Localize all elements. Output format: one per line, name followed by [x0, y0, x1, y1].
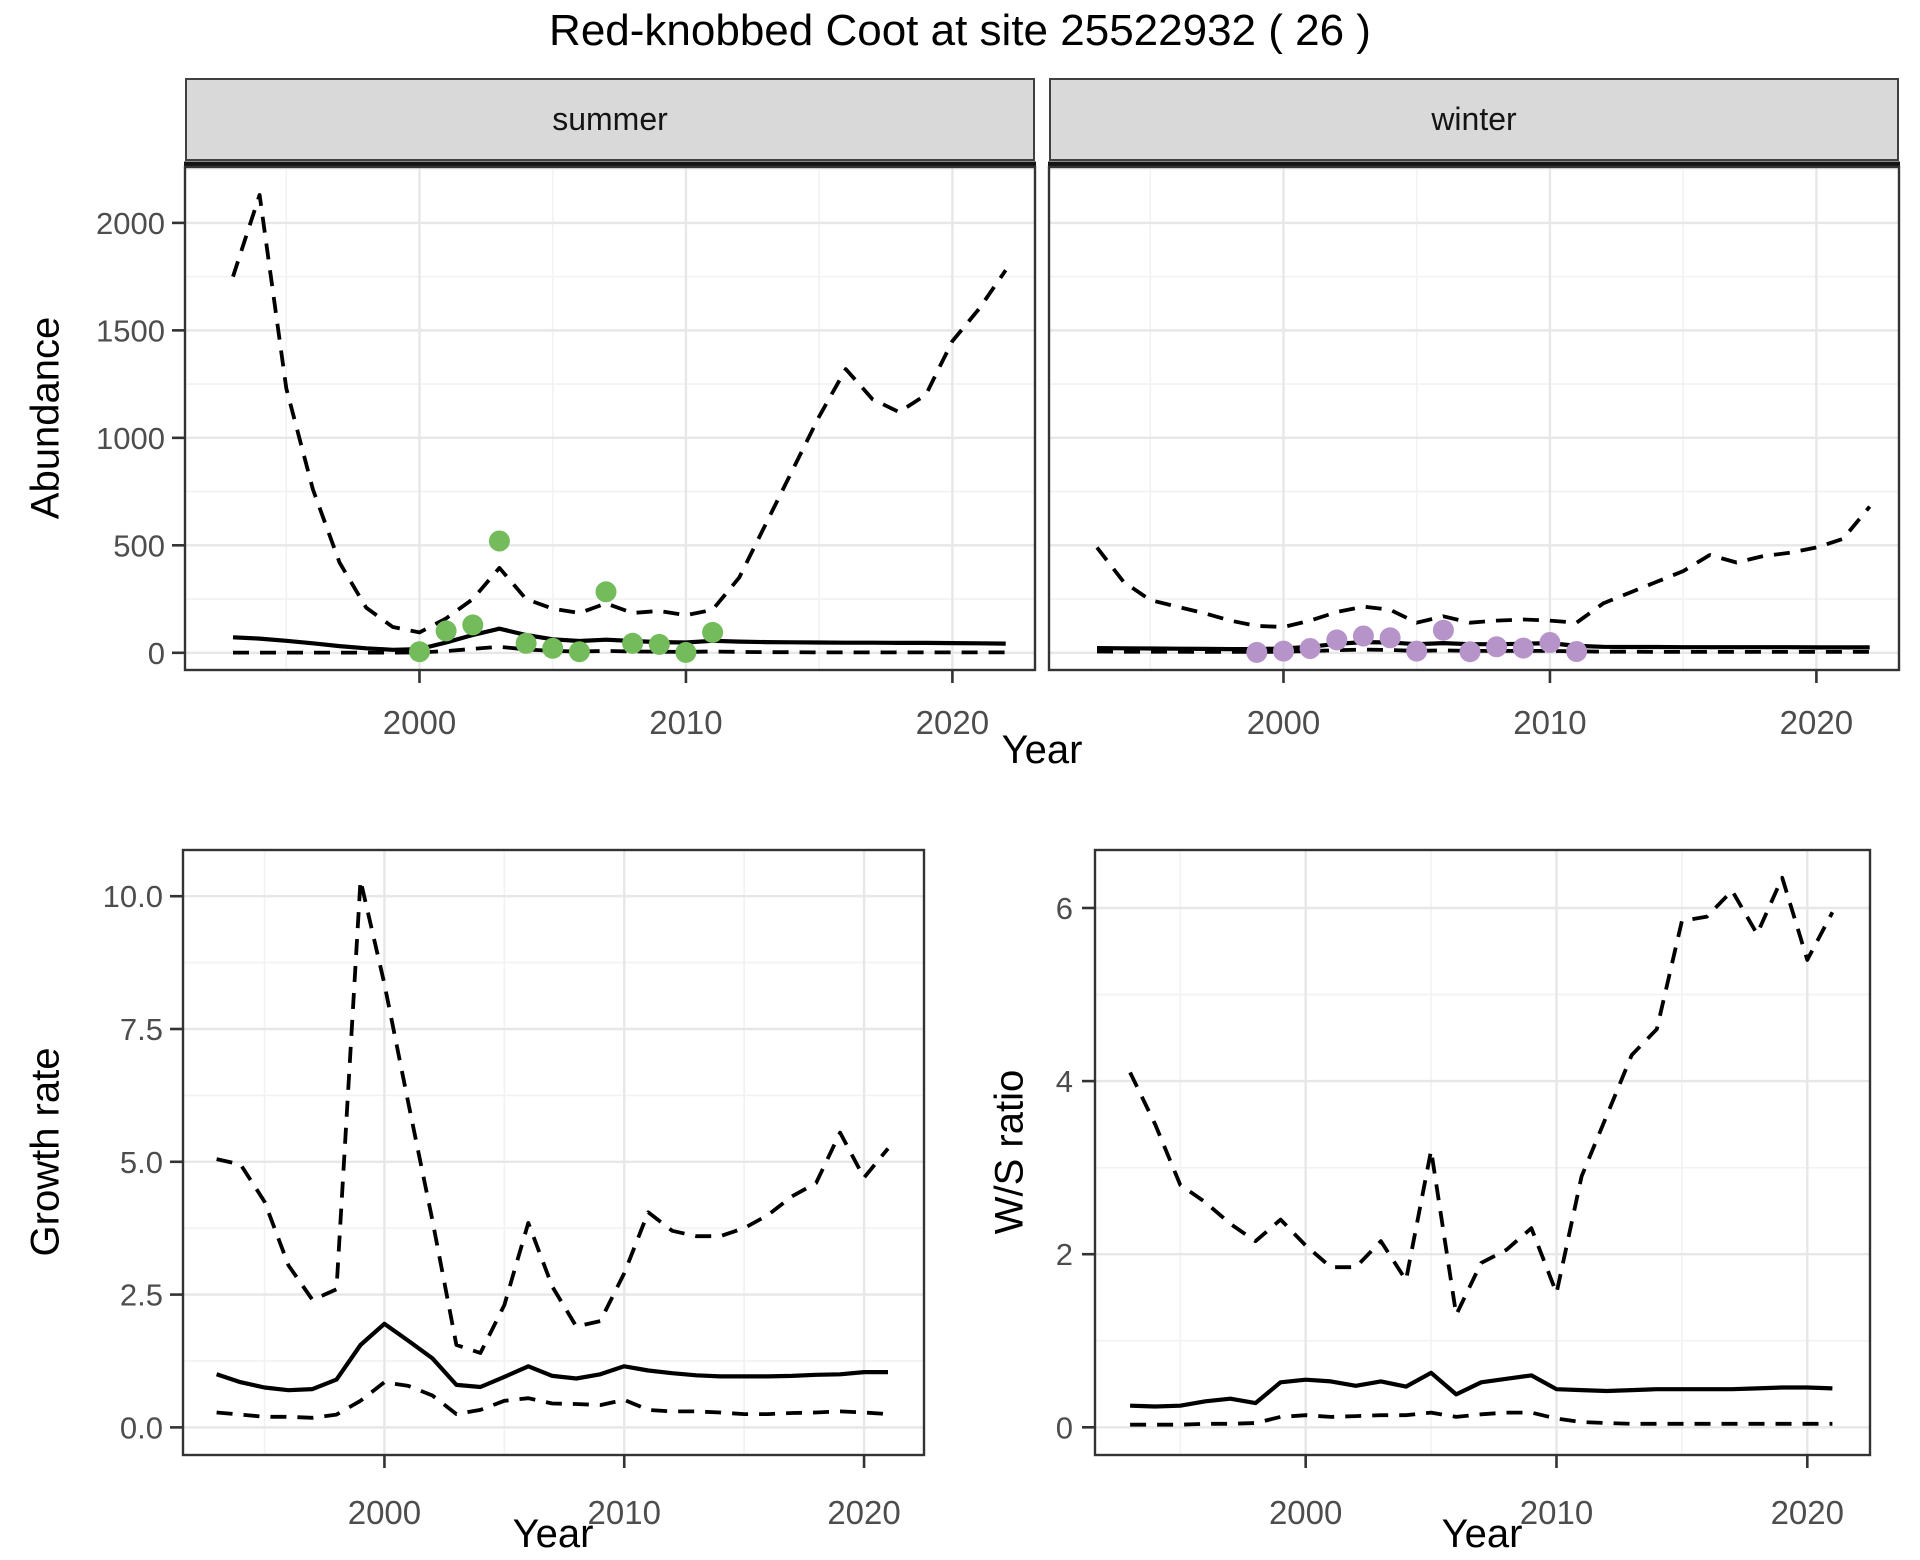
panel-abundance_summer: 2000 2010 2020 0 500 1000 1500 2000: [96, 161, 1037, 741]
x-tick-label: 2010: [1520, 1494, 1593, 1531]
y-tick-label: 2000: [96, 206, 165, 241]
observed-point: [702, 621, 724, 643]
panel-growth_rate: 2000 2010 2020 0.0 2.5 5.0 7.5 10.0: [103, 848, 926, 1531]
x-tick-label: 2000: [383, 704, 456, 741]
observed-point: [1246, 641, 1268, 663]
observed-point: [515, 632, 537, 654]
panel-background: [1049, 167, 1899, 670]
chart-title: Red-knobbed Coot at site 25522932 ( 26 ): [549, 6, 1371, 55]
mean-line: [1130, 1370, 1833, 1409]
y-tick-label: 500: [113, 528, 165, 563]
panel-background: [1095, 850, 1870, 1455]
observed-point: [648, 633, 670, 655]
panel-abundance_winter: 2000 2010 2020: [1047, 161, 1901, 741]
x-tick-label: 2020: [916, 704, 989, 741]
y-tick-label: 0: [148, 636, 165, 671]
panel-background: [183, 850, 924, 1455]
x-tick-label: 2020: [1780, 704, 1853, 741]
y-tick-label: 0: [1056, 1410, 1073, 1445]
y-tick-label: 10.0: [103, 879, 163, 914]
upper_ci-line: [231, 193, 1008, 635]
x-tick-label: 2010: [1513, 704, 1586, 741]
x-axis-title-year-ws: Year: [1441, 1512, 1523, 1556]
mean-line: [215, 1321, 888, 1393]
panel-ws_ratio: 2000 2010 2020 0 2 4 6: [1056, 848, 1872, 1531]
x-tick-label: 2020: [827, 1494, 900, 1531]
x-tick-label: 2010: [588, 1494, 661, 1531]
x-axis-title-year-growth: Year: [512, 1512, 594, 1556]
observed-point: [1352, 625, 1374, 647]
x-tick-label: 2000: [348, 1494, 421, 1531]
observed-point: [435, 620, 457, 642]
facet-strip-summer: summer: [185, 78, 1035, 161]
observed-point: [542, 637, 564, 659]
facet-strip-winter-label: winter: [1431, 101, 1517, 137]
x-axis-title-year-top: Year: [1001, 728, 1083, 772]
x-tick-label: 2000: [1247, 704, 1320, 741]
y-tick-label: 2.5: [120, 1278, 163, 1313]
x-tick-label: 2020: [1771, 1494, 1844, 1531]
y-tick-label: 2: [1056, 1237, 1073, 1272]
panel-border: [183, 165, 1037, 672]
upper_ci-line: [1128, 875, 1835, 1317]
observed-point: [462, 614, 484, 636]
mean-line: [1096, 640, 1870, 652]
observed-point: [1566, 641, 1588, 662]
y-tick-label: 5.0: [120, 1145, 163, 1180]
observed-point: [488, 530, 510, 552]
lower_ci-line: [233, 644, 1006, 655]
observed-point: [409, 641, 430, 663]
facet-strip-winter: winter: [1049, 78, 1899, 161]
y-tick-label: 7.5: [120, 1012, 163, 1047]
observed-point: [1486, 636, 1508, 658]
observed-point: [568, 641, 590, 663]
observed-point: [1459, 641, 1481, 663]
observed-point: [1406, 640, 1428, 662]
y-tick-label: 4: [1056, 1064, 1073, 1099]
panel-border: [1093, 848, 1872, 1457]
observed-point: [622, 632, 644, 654]
observed-point: [1432, 619, 1454, 641]
panel-border: [1047, 165, 1901, 672]
lower_ci-line: [1096, 647, 1870, 654]
y-tick-label: 0.0: [120, 1410, 163, 1445]
lower_ci-line: [1130, 1410, 1833, 1427]
observed-point: [1326, 629, 1348, 651]
observed-point: [675, 641, 697, 663]
panel-border: [181, 848, 926, 1457]
mean-line: [232, 626, 1006, 652]
observed-point: [1299, 638, 1321, 659]
upper_ci-line: [1095, 505, 1872, 629]
y-tick-label: 6: [1056, 891, 1073, 926]
observed-point: [1539, 632, 1561, 653]
y-tick-label: 1500: [96, 313, 165, 348]
y-tick-label: 1000: [96, 421, 165, 456]
x-tick-label: 2000: [1269, 1494, 1342, 1531]
upper_ci-line: [216, 878, 890, 1355]
observed-point: [595, 581, 617, 603]
observed-point: [1273, 640, 1294, 662]
lower_ci-line: [216, 1380, 889, 1420]
observed-point: [1379, 627, 1401, 649]
observed-point: [1512, 637, 1534, 659]
facet-strip-summer-label: summer: [552, 101, 668, 137]
x-tick-label: 2010: [649, 704, 722, 741]
